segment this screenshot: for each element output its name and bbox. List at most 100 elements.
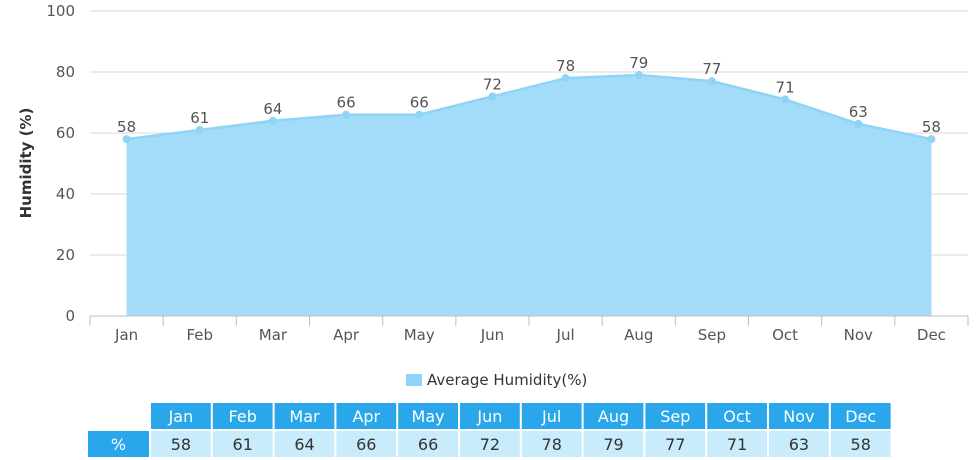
axes: 0 20 40 60 80 100 Jan Feb Mar Apr May Jun Jul Aug Sep O… [46,2,969,344]
table-value-text: 66 [356,435,376,454]
data-point-may [415,110,424,119]
table-value-text: 71 [727,435,747,454]
table-header-text: Mar [289,407,320,426]
x-tick-label: Oct [772,326,798,344]
table-row-label: % [111,435,126,454]
table-header-cell [769,403,829,429]
table-value-cell [460,431,520,457]
x-tick-label: Dec [917,326,946,344]
table-value-cell [398,431,458,457]
x-tick-label: Aug [624,326,653,344]
table-value-text: 58 [171,435,191,454]
table-header-text: Feb [229,407,257,426]
table-header-cell [830,403,891,429]
data-labels: 58 61 64 66 66 72 78 79 77 71 63 58 [117,54,941,136]
table-header-cell [212,403,273,429]
area-series [126,73,932,316]
table-header-text: Aug [598,407,629,426]
table-value-text: 61 [233,435,253,454]
data-label-apr: 66 [337,94,356,112]
table-header-text: Oct [723,407,751,426]
table-header-cell [151,403,211,429]
table-value-cell [212,431,273,457]
data-point-jan [122,135,131,144]
y-tick-label: 60 [56,124,75,142]
table-header-cell [583,403,644,429]
x-tick-label: Jul [556,326,575,344]
table-header-text: May [412,407,445,426]
table-value-text: 79 [603,435,623,454]
table-header-text: Sep [660,407,690,426]
data-point-nov [854,119,863,128]
table-header-cell [274,403,335,429]
data-point-dec [927,135,936,144]
data-point-feb [195,125,204,134]
table-value-text: 63 [789,435,809,454]
table-row-label-cell [88,431,149,457]
table-value-cell [769,431,829,457]
table-value-cell [521,431,582,457]
area-fill [126,75,932,316]
data-point-jul [561,74,570,83]
table-header-cell [336,403,397,429]
data-label-jun: 72 [483,75,502,93]
data-label-feb: 61 [190,109,209,127]
table-value-text: 58 [851,435,871,454]
table-header-cell [460,403,520,429]
x-tick-label: Jun [480,326,504,344]
data-label-jul: 78 [556,57,575,75]
data-label-may: 66 [410,94,429,112]
table-value-cell [336,431,397,457]
data-point-sep [707,77,716,86]
legend: Average Humidity(%) [406,371,587,389]
table-value-cell [645,431,706,457]
data-label-aug: 79 [629,54,648,72]
table-value-cell [151,431,211,457]
x-tick-label: May [404,326,435,344]
x-tick-label: Nov [844,326,873,344]
x-tick-label: Mar [259,326,288,344]
x-tick-label: Jan [114,326,138,344]
table-header-cell [707,403,767,429]
data-point-oct [781,95,790,104]
table-value-cell [583,431,644,457]
y-tick-label: 40 [56,185,75,203]
y-tick-label: 100 [46,2,75,20]
table-value-text: 72 [480,435,500,454]
table-header-text: Jan [168,407,194,426]
data-label-dec: 58 [922,118,941,136]
data-label-mar: 64 [263,100,282,118]
table-header-text: Nov [783,407,814,426]
x-tick-label: Feb [186,326,213,344]
table-header-text: Jul [541,407,561,426]
data-point-jun [488,92,497,101]
y-axis-title: Humidity (%) [17,108,35,219]
y-tick-label: 80 [56,63,75,81]
table-value-text: 78 [542,435,562,454]
data-markers [122,71,936,144]
data-label-sep: 77 [702,60,721,78]
data-point-apr [342,110,351,119]
table-value-text: 77 [665,435,685,454]
data-label-oct: 71 [776,78,795,96]
x-tick-label: Sep [698,326,726,344]
y-tick-label: 20 [56,246,75,264]
legend-swatch [406,374,422,386]
table-header-cell [521,403,582,429]
data-label-jan: 58 [117,118,136,136]
table-value-text: 64 [294,435,314,454]
y-tick-label: 0 [65,307,75,325]
data-point-aug [634,71,643,80]
x-tick-label: Apr [333,326,360,344]
table-header-text: Dec [845,407,876,426]
data-table: Jan 58 Feb 61 Mar 64 Apr 66 May 66 Jun 72 Jul 78 Aug 79… [88,403,891,457]
legend-label: Average Humidity(%) [427,371,587,389]
table-value-cell [274,431,335,457]
table-value-cell [707,431,767,457]
series-line [126,73,932,141]
table-header-cell [398,403,458,429]
table-header-text: Jun [476,407,502,426]
table-header-text: Apr [352,407,380,426]
